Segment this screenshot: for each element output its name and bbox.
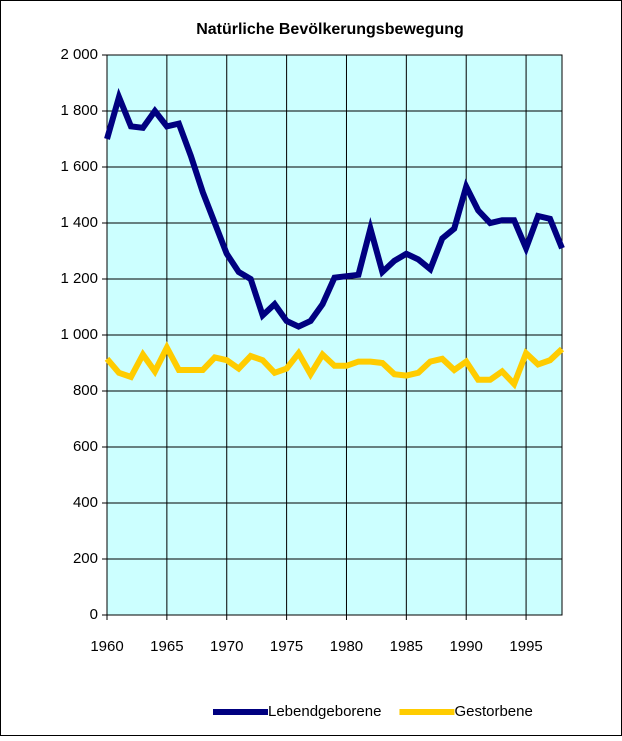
x-tick-label: 1985 [390, 638, 423, 655]
chart-title: Natürliche Bevölkerungsbewegung [196, 21, 464, 38]
x-tick-label: 1965 [150, 638, 183, 655]
x-tick-label: 1960 [90, 638, 123, 655]
y-tick-label: 400 [73, 494, 98, 511]
y-tick-label: 2 000 [60, 46, 98, 63]
y-tick-label: 1 800 [60, 102, 98, 119]
legend-label: Lebendgeborene [268, 703, 381, 720]
y-tick-label: 600 [73, 438, 98, 455]
legend-label: Gestorbene [454, 703, 532, 720]
series-line [104, 87, 565, 330]
y-tick-label: 800 [73, 382, 98, 399]
x-tick-label: 1975 [270, 638, 303, 655]
y-tick-label: 200 [73, 550, 98, 567]
y-tick-label: 1 000 [60, 326, 98, 343]
y-tick-label: 0 [90, 606, 98, 623]
y-tick-label: 1 400 [60, 214, 98, 231]
x-tick-label: 1995 [509, 638, 542, 655]
y-tick-label: 1 200 [60, 270, 98, 287]
series-line [104, 341, 565, 390]
x-tick-label: 1980 [330, 638, 363, 655]
y-tick-label: 1 600 [60, 158, 98, 175]
x-tick-label: 1970 [210, 638, 243, 655]
x-tick-label: 1990 [450, 638, 483, 655]
